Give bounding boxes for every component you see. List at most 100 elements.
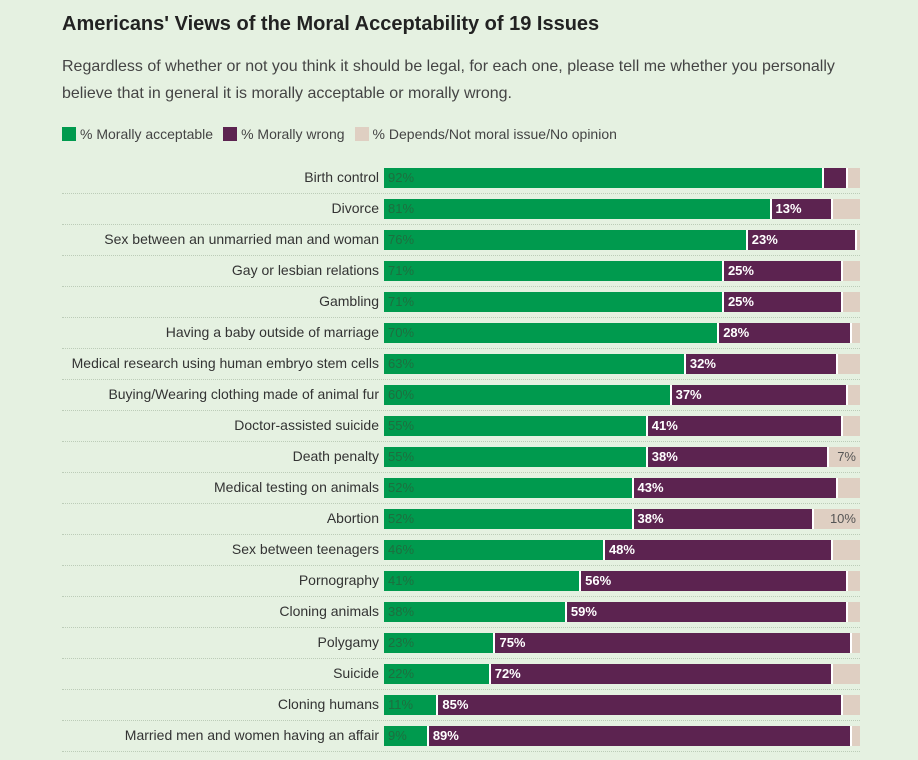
legend-item-acceptable: % Morally acceptable [62,126,213,142]
depends-segment [836,354,860,374]
bar-row: Sex between teenagers 46% 48% [62,535,860,566]
category-label: Medical testing on animals [214,479,379,495]
bar-row: Cloning animals 38% 59% [62,597,860,628]
category-label: Married men and women having an affair [124,727,379,743]
category-label: Polygamy [317,634,379,650]
legend-swatch [223,127,238,141]
bar-row: Polygamy 23% 75% [62,628,860,659]
category-label: Doctor-assisted suicide [234,417,379,433]
stacked-bar: 11% 85% [384,695,860,715]
wrong-segment: 37% [669,385,846,405]
depends-segment [845,571,860,591]
stacked-bar: 63% 32% [384,354,860,374]
category-label: Gambling [319,293,379,309]
depends-segment [840,261,860,281]
legend: % Morally acceptable % Morally wrong % D… [62,126,617,142]
bar-row: Divorce 81% 13% [62,194,860,225]
stacked-bar: 76% 23% [384,230,860,250]
acceptable-segment: 22% [384,664,489,684]
category-label: Cloning humans [277,696,379,712]
wrong-segment: 25% [721,292,841,312]
bar-row: Medical testing on animals 52% 43% [62,473,860,504]
stacked-bar: 55% 38% 7% [384,447,860,467]
acceptable-segment: 46% [384,540,603,560]
acceptable-segment: 63% [384,354,684,374]
wrong-segment: 75% [493,633,851,653]
wrong-segment: 41% [645,416,841,436]
bar-row: Abortion 52% 38% 10% [62,504,860,535]
category-label: Gay or lesbian relations [231,262,379,278]
bar-row: Doctor-assisted suicide 55% 41% [62,411,860,442]
wrong-segment: 38% [631,509,813,529]
bar-row: Birth control 92% [62,163,860,194]
stacked-bar: 46% 48% [384,540,860,560]
acceptable-segment: 55% [384,416,646,436]
stacked-bar: 71% 25% [384,261,860,281]
depends-segment [850,633,860,653]
stacked-bar: 23% 75% [384,633,860,653]
category-label: Medical research using human embryo stem… [71,355,379,371]
wrong-segment: 48% [602,540,832,560]
category-label: Death penalty [292,448,379,464]
bar-row: Gambling 71% 25% [62,287,860,318]
stacked-bar: 22% 72% [384,664,860,684]
chart-title: Americans' Views of the Moral Acceptabil… [62,13,600,35]
category-label: Birth control [304,169,379,185]
wrong-segment: 13% [769,199,832,219]
depends-segment [850,323,860,343]
chart-subtitle: Regardless of whether or not you think i… [62,58,835,102]
acceptable-segment: 52% [384,478,632,498]
bar-row: Sex between an unmarried man and woman 76… [62,225,860,256]
depends-segment: 10% [812,509,860,529]
depends-segment [840,695,860,715]
stacked-bar: 41% 56% [384,571,860,591]
stacked-bar: 92% [384,168,860,188]
legend-swatch [62,127,76,141]
bar-row: Buying/Wearing clothing made of animal f… [62,380,860,411]
stacked-bar: 38% 59% [384,602,860,622]
bar-rows: Birth control 92% Divorce 81% 13% Sex between… [62,163,860,752]
depends-segment [840,416,860,436]
acceptable-segment: 81% [384,199,770,219]
wrong-segment: 23% [745,230,856,250]
wrong-segment: 38% [645,447,827,467]
category-label: Buying/Wearing clothing made of animal f… [108,386,379,402]
stacked-bar: 81% 13% [384,199,860,219]
acceptable-segment: 70% [384,323,718,343]
wrong-segment: 85% [436,695,841,715]
wrong-segment: 56% [579,571,846,591]
wrong-segment: 28% [717,323,851,343]
depends-segment [845,168,860,188]
stacked-bar: 52% 43% [384,478,860,498]
wrong-segment [821,168,846,188]
stacked-bar: 71% 25% [384,292,860,312]
acceptable-segment: 76% [384,230,746,250]
bar-row: Suicide 22% 72% [62,659,860,690]
depends-segment [850,726,860,746]
legend-label: % Depends/Not moral issue/No opinion [372,126,617,142]
depends-segment [831,540,860,560]
acceptable-segment: 38% [384,602,565,622]
bar-row: Cloning humans 11% 85% [62,690,860,721]
depends-segment: 7% [826,447,860,467]
category-label: Divorce [331,200,379,216]
category-label: Abortion [326,510,379,526]
acceptable-segment: 52% [384,509,632,529]
stacked-bar: 70% 28% [384,323,860,343]
acceptable-segment: 60% [384,385,670,405]
wrong-segment: 32% [683,354,837,374]
bar-row: Gay or lesbian relations 71% 25% [62,256,860,287]
bar-row: Medical research using human embryo stem… [62,349,860,380]
category-label: Sex between an unmarried man and woman [104,231,379,247]
wrong-segment: 25% [721,261,841,281]
acceptable-segment: 71% [384,261,722,281]
acceptable-segment: 23% [384,633,494,653]
stacked-bar: 55% 41% [384,416,860,436]
acceptable-segment: 55% [384,447,646,467]
bar-row: Having a baby outside of marriage 70% 28% [62,318,860,349]
acceptable-segment: 92% [384,168,822,188]
bar-row: Death penalty 55% 38% 7% [62,442,860,473]
stacked-bar: 52% 38% 10% [384,509,860,529]
acceptable-segment: 71% [384,292,722,312]
